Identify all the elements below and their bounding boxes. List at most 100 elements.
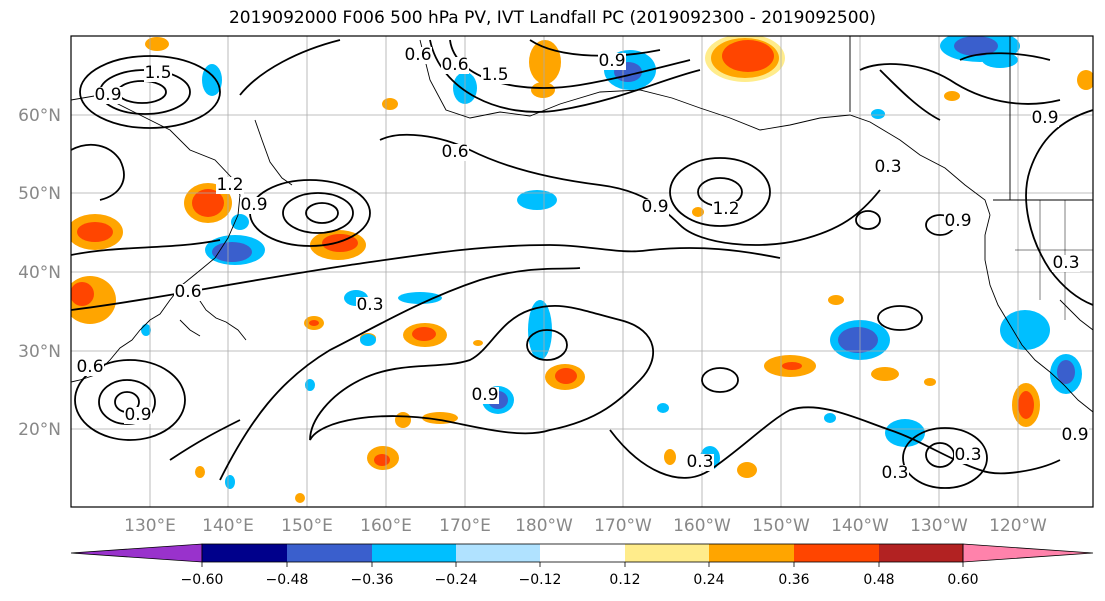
contour-label-text: 0.9 xyxy=(641,197,668,217)
map-frame xyxy=(70,35,1094,508)
colorbar-tick-label: −0.48 xyxy=(266,572,309,588)
positive-anomaly-blob xyxy=(71,214,123,250)
contour-label: 1.5 xyxy=(481,65,509,85)
positive-anomaly-blob xyxy=(764,355,816,377)
positive-anomaly-blob xyxy=(145,37,1093,503)
colorbar-outline xyxy=(201,543,964,563)
contour-label-text: 0.6 xyxy=(76,357,103,377)
contour-label: 0.6 xyxy=(76,357,104,377)
contour-label: 0.9 xyxy=(1031,108,1059,128)
contour-label: 0.6 xyxy=(441,55,469,75)
longitude-label: 170°W xyxy=(594,516,652,536)
contour-label-text: 0.9 xyxy=(944,211,971,231)
longitude-labels: 130°E 140°E 150°E 160°E 170°E 180°W 170°W 160°W… xyxy=(124,516,1047,536)
contour-label-text: 0.9 xyxy=(1061,425,1088,445)
colorbar-segment xyxy=(202,544,287,562)
colorbar-tick-label: −0.12 xyxy=(519,572,562,588)
contour-label: 1.2 xyxy=(216,175,244,195)
longitude-label: 140°E xyxy=(202,516,254,536)
contour-label: 0.3 xyxy=(1052,253,1080,273)
colorbar-ticks: −0.60 −0.48 −0.36 −0.24 −0.12 0.12 0.24 0.36 0.4… xyxy=(181,562,979,588)
contour-label-text: 1.2 xyxy=(216,175,243,195)
longitude-label: 120°W xyxy=(989,516,1047,536)
contour-label-text: 0.9 xyxy=(94,85,121,105)
colorbar-tick-label: −0.60 xyxy=(181,572,224,588)
contour-label-text: 0.9 xyxy=(598,51,625,71)
longitude-label: 160°W xyxy=(673,516,731,536)
colorbar: −0.60 −0.48 −0.36 −0.24 −0.12 0.12 0.24 0.36 0.4… xyxy=(70,543,1094,588)
canada-border xyxy=(849,36,1093,201)
colorbar-tick-label: 0.48 xyxy=(863,572,894,588)
longitude-label: 180°W xyxy=(515,516,573,536)
contour-label-text: 1.5 xyxy=(144,63,171,83)
contour-label: 0.9 xyxy=(1061,425,1089,445)
contour-label: 0.9 xyxy=(598,51,626,71)
positive-anomaly-blob xyxy=(304,316,324,330)
contour-label: 0.3 xyxy=(881,463,909,483)
japan-coastline xyxy=(179,297,247,341)
contour-label-text: 0.3 xyxy=(874,157,901,177)
positive-anomaly-blob xyxy=(367,446,399,470)
contour-label: 0.9 xyxy=(240,195,268,215)
contour-label-text: 0.6 xyxy=(404,45,431,65)
colorbar-segment xyxy=(709,544,794,562)
longitude-label: 170°E xyxy=(439,516,491,536)
colorbar-extend-max xyxy=(962,543,1094,563)
contour-label-text: 0.6 xyxy=(441,55,468,75)
contour-label-text: 1.2 xyxy=(712,199,739,219)
contour-label-text: 0.9 xyxy=(1031,108,1058,128)
contour-label: 0.3 xyxy=(954,445,982,465)
contour-label: 0.6 xyxy=(441,142,469,162)
latitude-label: 30°N xyxy=(18,342,61,362)
colorbar-segment xyxy=(879,544,963,562)
contour-label: 0.9 xyxy=(124,405,152,425)
colorbar-extend-min xyxy=(70,543,203,563)
coastlines xyxy=(71,36,1093,413)
contour-label-text: 0.9 xyxy=(240,195,267,215)
contour-label-text: 0.6 xyxy=(174,282,201,302)
contour-label: 0.9 xyxy=(641,197,669,217)
contour-labels: 0.6 0.61.50.61.50.91.20.30.9 1.20.90.60.30… xyxy=(76,45,1089,483)
contour-label-text: 0.9 xyxy=(471,385,498,405)
contour-label: 0.6 xyxy=(404,45,432,65)
contour-label-text: 0.3 xyxy=(1052,253,1079,273)
positive-anomaly-blob xyxy=(545,364,585,390)
contour-label: 0.3 xyxy=(686,452,714,472)
contour-label-text: 0.3 xyxy=(881,463,908,483)
contour-label-text: 1.5 xyxy=(481,65,508,85)
kamchatka-coastline xyxy=(254,119,293,186)
positive-anomaly-blob xyxy=(1012,383,1040,427)
contour-label: 1.2 xyxy=(712,199,740,219)
contour-label: 0.9 xyxy=(471,385,499,405)
longitude-label: 130°E xyxy=(124,516,176,536)
latitude-labels: 60°N 50°N 40°N 30°N 20°N xyxy=(18,106,61,440)
longitude-label: 150°E xyxy=(281,516,333,536)
longitude-label: 130°W xyxy=(910,516,968,536)
contour-label-text: 0.3 xyxy=(686,452,713,472)
positive-anomaly-blob xyxy=(71,276,116,324)
latitude-label: 40°N xyxy=(18,263,61,283)
latitude-label: 50°N xyxy=(18,184,61,204)
positive-anomaly-blob xyxy=(705,36,785,82)
positive-anomaly-blob xyxy=(403,323,447,347)
longitude-label: 160°E xyxy=(360,516,412,536)
pv-anomaly-fills xyxy=(71,36,1093,503)
colorbar-tick-label: 0.12 xyxy=(609,572,640,588)
colorbar-segment xyxy=(287,544,372,562)
latitude-label: 20°N xyxy=(18,420,61,440)
longitude-label: 140°W xyxy=(831,516,889,536)
longitude-label: 150°W xyxy=(752,516,810,536)
contour-label: 1.5 xyxy=(144,63,172,83)
negative-anomaly-blob xyxy=(1050,354,1082,394)
colorbar-segment xyxy=(540,544,625,562)
colorbar-segment xyxy=(456,544,540,562)
contour-label: 0.3 xyxy=(874,157,902,177)
colorbar-tick-label: 0.60 xyxy=(947,572,978,588)
colorbar-segment xyxy=(372,544,456,562)
na-west-coastline xyxy=(984,214,1093,413)
map-title: 2019092000 F006 500 hPa PV, IVT Landfall… xyxy=(228,8,876,28)
contour-label: 0.3 xyxy=(356,295,384,315)
colorbar-tick-label: 0.24 xyxy=(693,572,724,588)
colorbar-segment xyxy=(625,544,709,562)
